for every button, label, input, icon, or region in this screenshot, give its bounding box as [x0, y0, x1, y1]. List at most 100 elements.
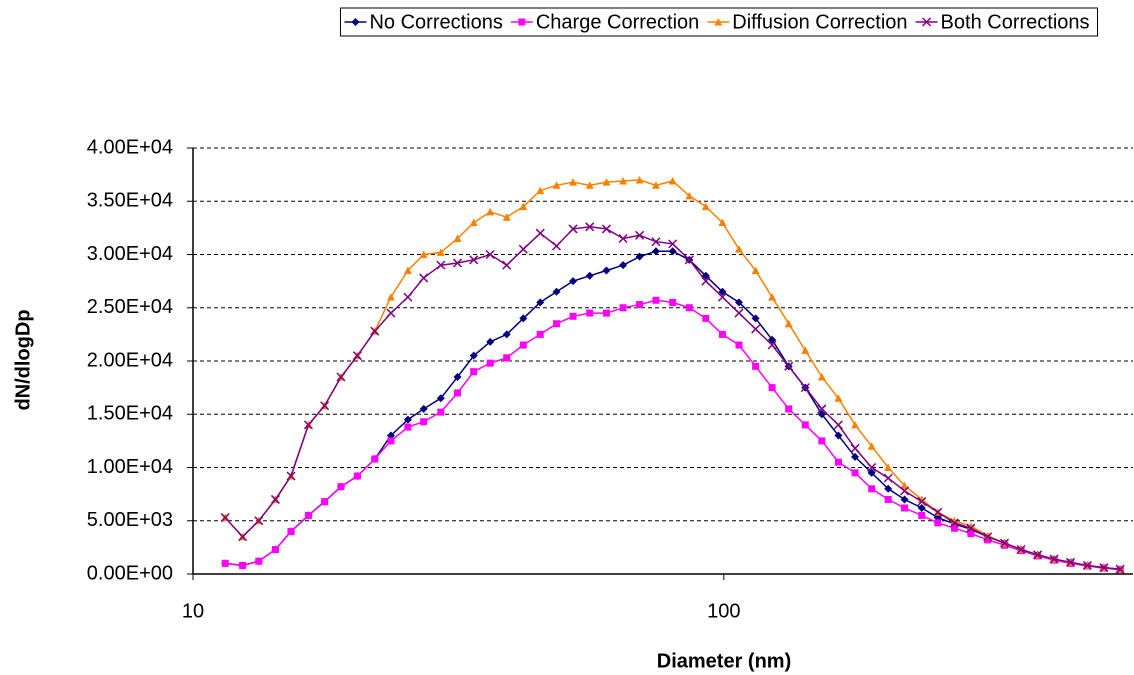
marker — [701, 202, 710, 211]
marker — [801, 346, 810, 354]
marker — [286, 471, 296, 481]
series-line — [224, 226, 1121, 570]
marker — [371, 455, 379, 463]
marker — [922, 17, 932, 27]
legend-item: Both Corrections — [915, 11, 1090, 33]
marker — [714, 18, 723, 26]
marker — [602, 309, 610, 317]
marker — [950, 524, 958, 532]
marker — [785, 405, 793, 413]
marker — [751, 266, 760, 274]
marker — [1049, 554, 1059, 564]
marker — [734, 308, 744, 318]
marker — [469, 255, 479, 265]
marker — [436, 248, 445, 256]
marker — [784, 319, 793, 328]
marker — [601, 224, 611, 234]
marker — [239, 561, 247, 569]
marker — [984, 536, 992, 544]
marker — [353, 472, 361, 480]
marker — [734, 298, 743, 307]
marker — [800, 383, 810, 393]
marker — [668, 247, 677, 256]
marker — [220, 513, 230, 523]
marker — [518, 18, 526, 26]
marker — [569, 312, 577, 320]
legend-item: Charge Correction — [510, 11, 699, 33]
marker — [702, 314, 710, 322]
marker — [817, 372, 826, 381]
marker — [934, 519, 942, 527]
marker — [967, 530, 975, 538]
marker — [486, 359, 494, 367]
marker — [255, 557, 263, 565]
marker — [635, 230, 645, 240]
marker — [502, 330, 511, 339]
marker — [752, 362, 760, 370]
marker — [884, 495, 892, 503]
marker — [718, 218, 727, 227]
marker — [900, 486, 910, 496]
x-axis-label: Diameter (nm) — [657, 650, 791, 672]
marker — [569, 277, 578, 286]
y-tick-label: 2.00E+04 — [87, 349, 173, 371]
marker — [884, 463, 893, 471]
marker — [685, 191, 694, 200]
marker — [337, 483, 345, 491]
marker — [453, 372, 462, 381]
marker — [949, 518, 960, 528]
marker — [403, 292, 413, 302]
marker — [287, 527, 295, 535]
marker — [933, 507, 943, 517]
x-tick-label: 100 — [707, 600, 740, 622]
marker — [917, 497, 927, 507]
marker — [585, 181, 594, 189]
marker — [1016, 544, 1026, 555]
marker — [271, 546, 279, 554]
marker — [868, 485, 876, 493]
marker — [635, 252, 644, 261]
y-tick-label: 5.00E+03 — [87, 509, 173, 531]
marker — [502, 213, 511, 221]
y-tick-label: 3.00E+04 — [87, 243, 173, 265]
marker — [387, 437, 395, 445]
marker — [1115, 564, 1125, 574]
marker — [569, 178, 578, 186]
marker — [420, 418, 428, 426]
marker — [918, 511, 926, 519]
marker — [486, 337, 495, 346]
marker — [486, 207, 495, 216]
marker — [453, 234, 462, 243]
marker — [518, 244, 528, 254]
marker — [901, 504, 909, 512]
marker — [883, 473, 893, 483]
marker — [884, 484, 893, 493]
legend-label: Charge Correction — [536, 11, 699, 33]
marker — [734, 245, 743, 253]
marker — [850, 443, 860, 453]
marker — [834, 394, 843, 402]
marker — [917, 503, 926, 512]
marker — [419, 250, 428, 258]
marker — [470, 368, 478, 376]
marker — [304, 511, 312, 519]
marker — [867, 462, 877, 473]
marker — [221, 559, 229, 567]
marker — [668, 177, 677, 185]
marker — [336, 372, 346, 382]
legend-item: Diffusion Correction — [707, 11, 908, 33]
marker — [321, 498, 329, 506]
marker — [619, 304, 627, 312]
marker — [851, 452, 860, 461]
marker — [386, 308, 396, 318]
marker — [619, 177, 628, 185]
marker — [900, 495, 909, 504]
marker — [684, 255, 694, 265]
marker — [370, 326, 380, 336]
marker — [254, 516, 264, 526]
marker — [718, 287, 727, 296]
legend-label: Diffusion Correction — [732, 11, 907, 33]
marker — [1099, 563, 1109, 573]
